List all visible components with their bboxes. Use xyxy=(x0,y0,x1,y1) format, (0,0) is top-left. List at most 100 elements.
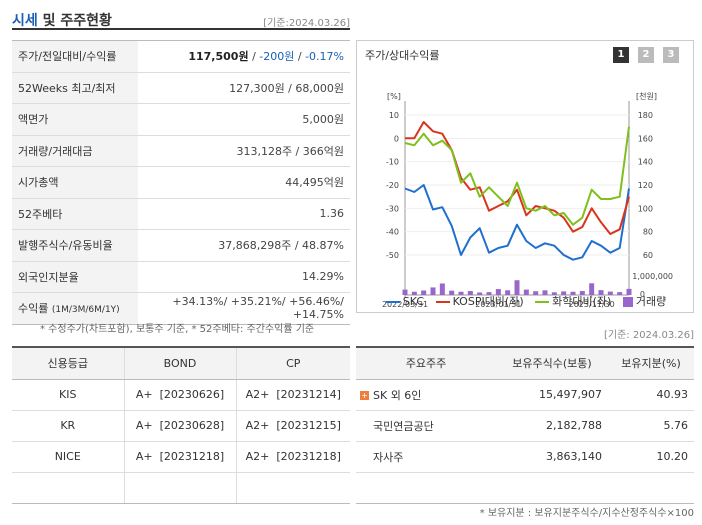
credit-row: NICE A+ [20231218] A2+ [20231218] xyxy=(12,441,350,473)
cp-rating: A2+ [20231218] xyxy=(235,441,350,473)
volume-bar xyxy=(626,288,632,295)
base-date-2: [기준: 2024.03.26] xyxy=(603,330,694,341)
volume-bottom-tick-label: 0 xyxy=(640,290,645,299)
credit-row: KIS A+ [20230626] A2+ [20231214] xyxy=(12,379,350,411)
chart-tab-1[interactable]: 1 xyxy=(613,47,629,63)
stat-value: 1.36 xyxy=(138,198,350,230)
stat-value: 117,500원 / -200원 / -0.17% xyxy=(138,40,350,73)
chart-tab-3[interactable]: 3 xyxy=(663,47,679,63)
right-tick-label: 100 xyxy=(638,204,653,213)
volume-bar xyxy=(598,290,604,295)
stat-row: 수익률 (1M/3M/6M/1Y) +34.13%/ +35.21%/ +56.… xyxy=(12,292,350,325)
series-chem-line xyxy=(404,126,630,226)
holder-name: 국민연금공단 xyxy=(356,410,496,442)
col-shares: 보유주식수(보통) xyxy=(496,346,608,380)
left-tick-label: -50 xyxy=(386,251,399,260)
holder-shares: 3,863,140 xyxy=(496,441,608,473)
chart-tab-2[interactable]: 2 xyxy=(638,47,654,63)
separator: / xyxy=(294,50,306,64)
base-date: [기준:2024.03.26] xyxy=(263,18,350,29)
stat-label: 주가/전일대비/수익률 xyxy=(12,40,138,73)
left-tick-label: -40 xyxy=(386,228,399,237)
stat-row: 거래량/거래대금 313,128주 / 366억원 xyxy=(12,135,350,167)
holders-footnote: * 보유지분 : 보유지분주식수/지수산정주식수×100 xyxy=(479,508,694,519)
volume-bar xyxy=(458,291,464,295)
title-accent: 시세 xyxy=(12,13,38,29)
stat-row: 52Weeks 최고/최저 127,300원 / 68,000원 xyxy=(12,72,350,104)
stats-footnote: * 수정주가(차트포함), 보통주 기준, * 52주베타: 주간수익률 기준 xyxy=(40,324,315,335)
bond-rating: A+ [20230628] xyxy=(123,410,236,442)
volume-bar xyxy=(505,290,511,295)
stat-label: 액면가 xyxy=(12,103,138,136)
volume-bar xyxy=(439,283,445,295)
agency: KR xyxy=(12,410,124,442)
credit-row: KR A+ [20230628] A2+ [20231215] xyxy=(12,410,350,442)
holder-row: 국민연금공단 2,182,788 5.76 xyxy=(356,410,694,442)
col-bond: BOND xyxy=(123,346,236,380)
price-return-chart: [%] [천원]100-10-20-30-40-50180160140120100… xyxy=(382,91,673,309)
chart-title: 주가/상대수익률 xyxy=(365,49,440,62)
right-tick-label: 120 xyxy=(638,181,653,190)
credit-header-row: 신용등급 BOND CP xyxy=(12,346,350,380)
volume-bar xyxy=(617,292,623,295)
legend-volume: 거래량 xyxy=(622,295,666,308)
col-holder: 주요주주 xyxy=(356,346,496,380)
volume-bar xyxy=(570,291,576,295)
cp-rating: A2+ [20231214] xyxy=(235,379,350,411)
volume-bar xyxy=(449,290,455,295)
stat-value: 313,128주 / 366억원 xyxy=(138,135,350,167)
stat-value: 44,495억원 xyxy=(138,166,350,199)
volume-bar xyxy=(402,289,408,295)
stat-label: 수익률 (1M/3M/6M/1Y) xyxy=(12,292,138,325)
stat-label: 시가총액 xyxy=(12,166,138,199)
holder-shares: 15,497,907 xyxy=(496,379,608,411)
cp-rating: A2+ [20231215] xyxy=(235,410,350,442)
right-unit-label: [천원] xyxy=(636,91,657,101)
volume-bar xyxy=(467,291,473,295)
legend-kospi: KOSPI대비(좌) xyxy=(435,295,524,308)
right-tick-label: 140 xyxy=(638,158,653,167)
bond-rating: A+ [20231218] xyxy=(123,441,236,473)
price-change-rate: -0.17% xyxy=(305,50,344,64)
section-header: 시세 및 주주현황 [기준:2024.03.26] xyxy=(12,8,350,30)
volume-bar xyxy=(411,291,417,295)
stat-label: 발행주식수/유동비율 xyxy=(12,229,138,262)
holder-pct: 10.20 xyxy=(608,441,694,473)
holders-header-row: 주요주주 보유주식수(보통) 보유지분(%) xyxy=(356,346,694,380)
title-rest: 및 주주현황 xyxy=(37,13,112,29)
separator: / xyxy=(248,50,260,64)
volume-top-tick-label: 1,000,000 xyxy=(632,272,673,281)
shareholders-table: 주요주주 보유주식수(보통) 보유지분(%) + SK 외 6인 15,497,9… xyxy=(356,346,694,504)
col-pct: 보유지분(%) xyxy=(608,346,694,380)
section-title: 시세 및 주주현황 xyxy=(12,10,112,30)
returns-label: 수익률 xyxy=(18,302,49,316)
volume-bar xyxy=(533,291,539,295)
holder-row: 자사주 3,863,140 10.20 xyxy=(356,441,694,473)
left-tick-label: -30 xyxy=(386,204,399,213)
x-tick-label: 2022/03/31 xyxy=(382,300,428,309)
stat-value: 5,000원 xyxy=(138,103,350,136)
price-stats-table: 주가/전일대비/수익률 117,500원 / -200원 / -0.17% 52… xyxy=(12,40,350,325)
current-price: 117,500원 xyxy=(188,50,249,64)
volume-bar xyxy=(579,291,585,295)
stat-row: 주가/전일대비/수익률 117,500원 / -200원 / -0.17% xyxy=(12,40,350,73)
stat-row: 52주베타 1.36 xyxy=(12,198,350,230)
left-unit-label: [%] xyxy=(387,92,401,101)
col-agency: 신용등급 xyxy=(12,346,124,380)
right-tick-label: 160 xyxy=(638,134,653,143)
stat-row: 발행주식수/유동비율 37,868,298주 / 48.87% xyxy=(12,229,350,262)
holder-name[interactable]: + SK 외 6인 xyxy=(356,379,496,411)
left-tick-label: 10 xyxy=(389,111,399,120)
credit-row-empty xyxy=(12,472,350,504)
volume-bar xyxy=(561,291,567,295)
credit-rating-table: 신용등급 BOND CP KIS A+ [20230626] A2+ [2023… xyxy=(12,346,350,504)
right-tick-label: 80 xyxy=(643,228,653,237)
agency: NICE xyxy=(12,441,124,473)
holder-name: 자사주 xyxy=(356,441,496,473)
expand-plus-icon[interactable]: + xyxy=(360,391,369,400)
holder-pct: 40.93 xyxy=(608,379,694,411)
stat-label: 52Weeks 최고/최저 xyxy=(12,72,138,104)
holder-shares: 2,182,788 xyxy=(496,410,608,442)
legend-chem: 화학대비(좌) xyxy=(535,295,611,308)
stat-row: 시가총액 44,495억원 xyxy=(12,166,350,199)
